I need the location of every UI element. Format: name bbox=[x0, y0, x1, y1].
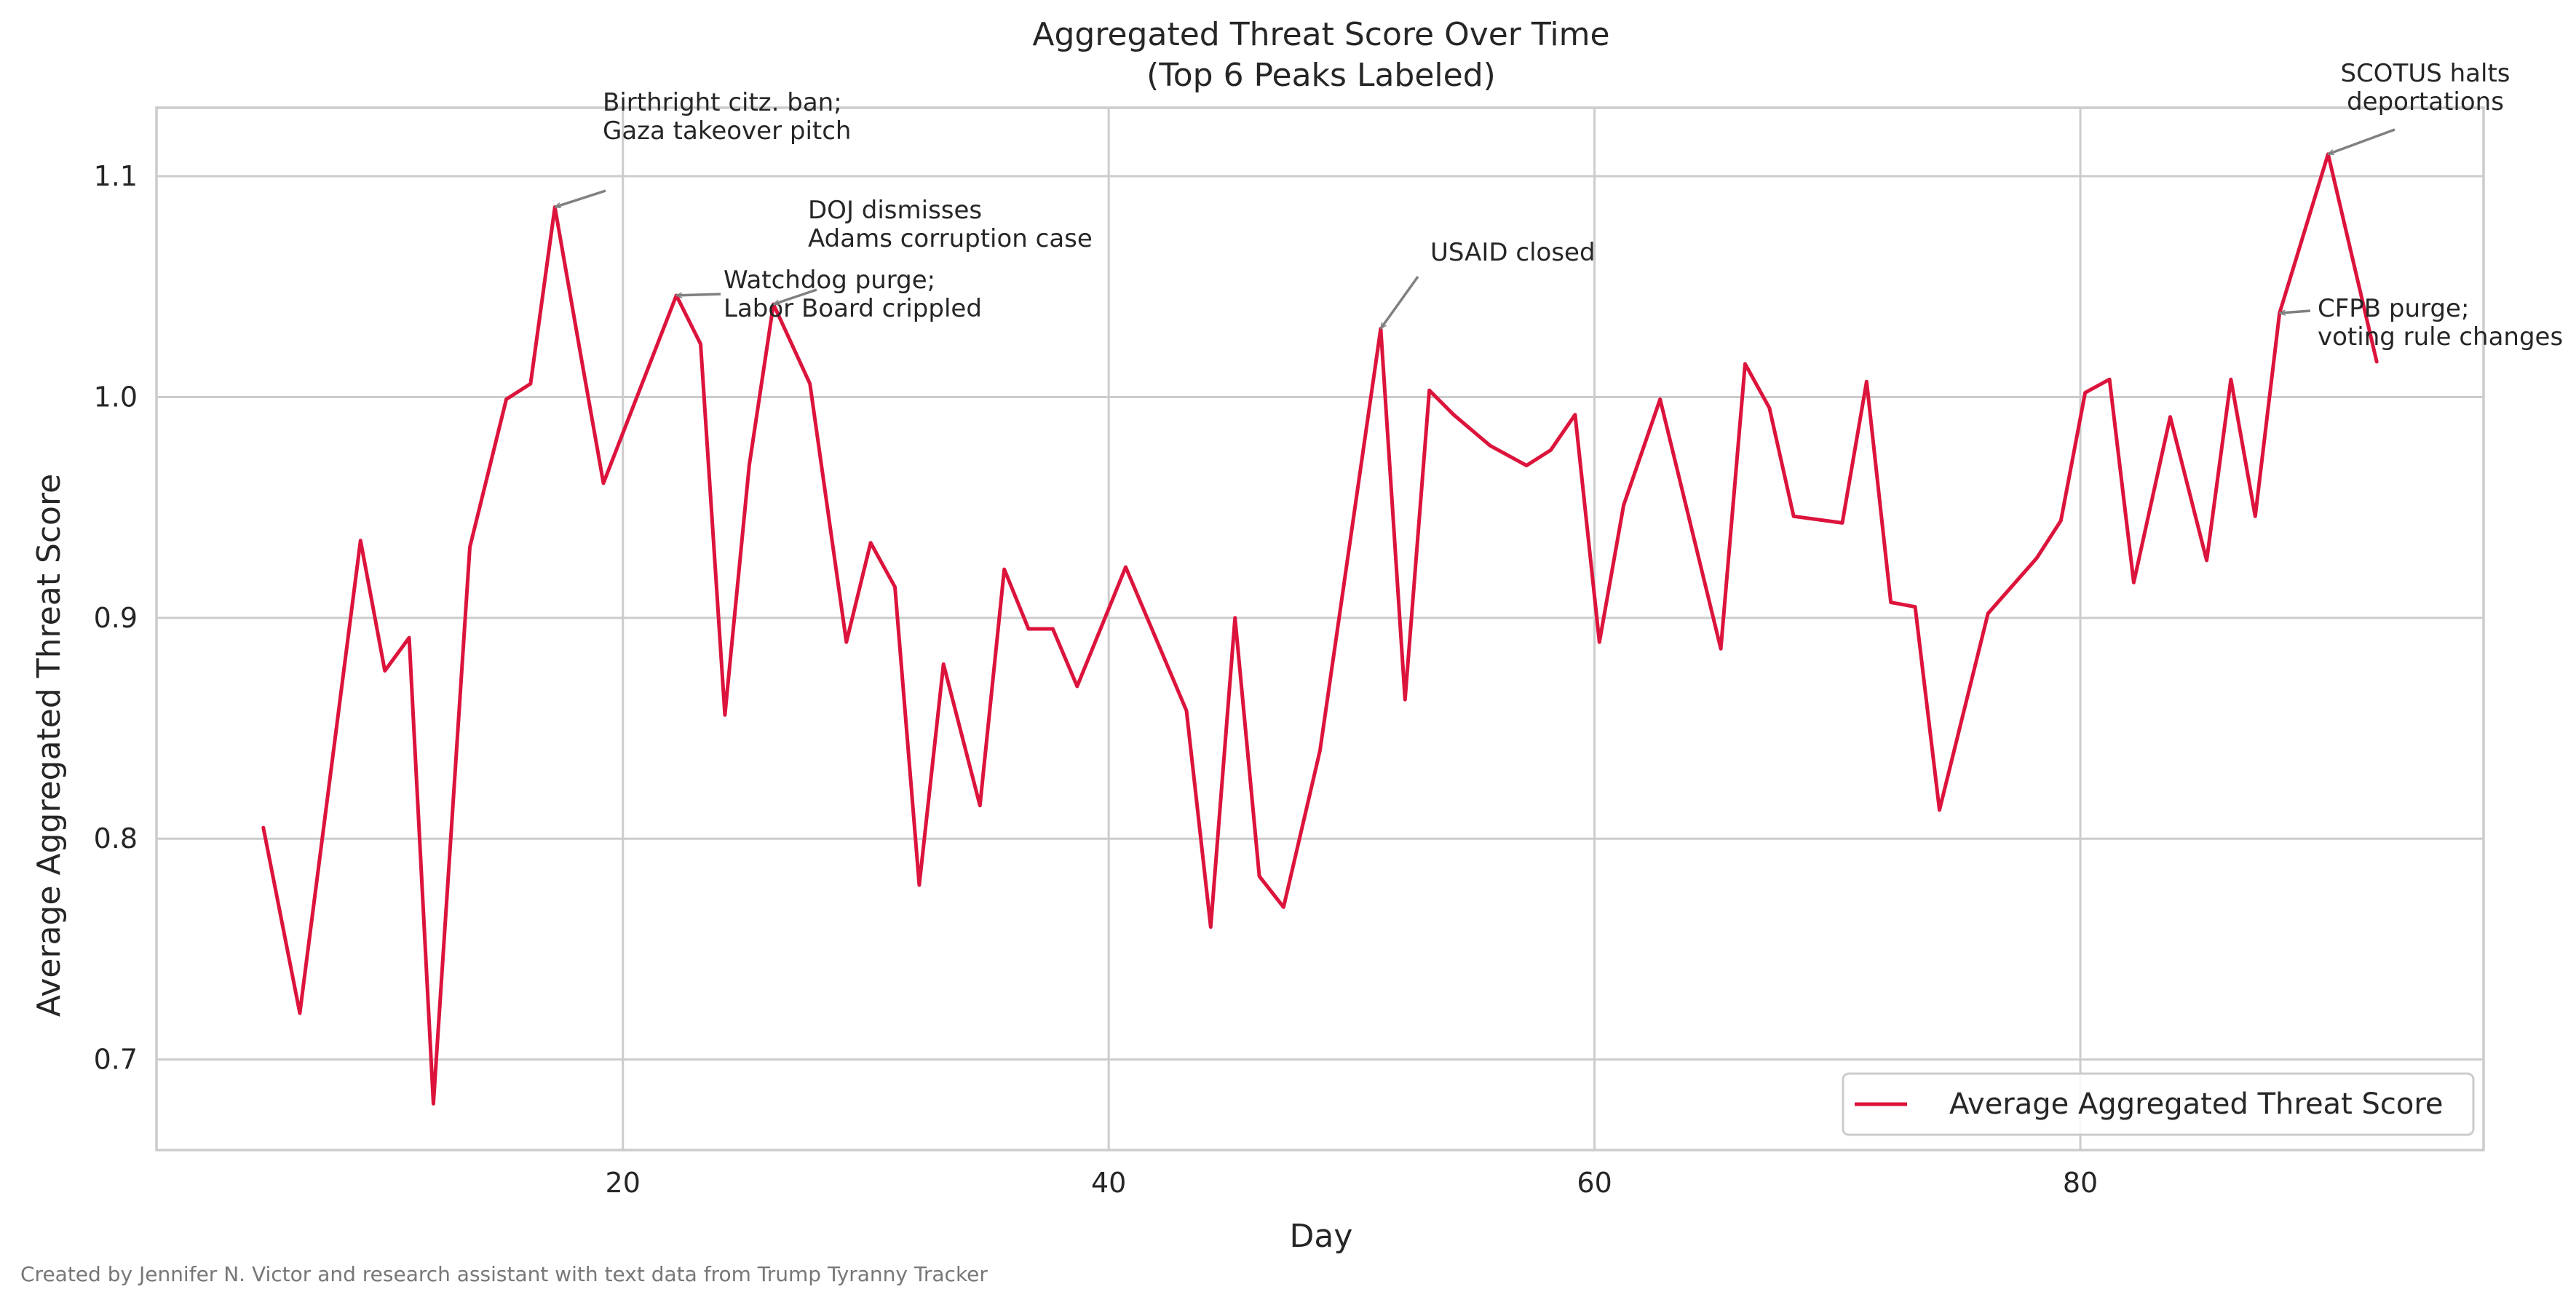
plot-frame bbox=[155, 106, 2485, 1152]
series-line bbox=[261, 152, 2379, 1106]
annotation-arrow bbox=[555, 189, 606, 209]
legend-box bbox=[1842, 1072, 2475, 1136]
y-axis-label: Average Aggregated Threat Score bbox=[31, 474, 68, 1017]
annotation-text: voting rule changes bbox=[2318, 322, 2563, 352]
annotation-text: SCOTUS halts bbox=[2340, 59, 2510, 88]
annotation-text: Adams corruption case bbox=[808, 224, 1093, 253]
annotation-text: Watchdog purge; bbox=[724, 266, 935, 295]
y-tick-label: 0.9 bbox=[94, 602, 138, 634]
annotation-text: deportations bbox=[2347, 87, 2504, 116]
annotation-arrow bbox=[2328, 128, 2395, 156]
grid-lines bbox=[156, 108, 2484, 1150]
annotation-text: DOJ dismisses bbox=[808, 196, 982, 225]
annotation-text: Gaza takeover pitch bbox=[603, 116, 851, 146]
x-tick-label: 60 bbox=[1577, 1167, 1612, 1199]
legend-label: Average Aggregated Threat Score bbox=[1949, 1087, 2444, 1121]
credit-caption: Created by Jennifer N. Victor and resear… bbox=[20, 1262, 988, 1286]
x-tick-label: 20 bbox=[606, 1167, 641, 1199]
x-tick-label: 80 bbox=[2063, 1167, 2098, 1199]
annotation-arrow bbox=[2280, 309, 2311, 313]
y-tick-label: 1.1 bbox=[94, 160, 138, 192]
chart-title-line2: (Top 6 Peaks Labeled) bbox=[1146, 57, 1496, 94]
legend: Average Aggregated Threat Score bbox=[1842, 1072, 2475, 1136]
annotation-text: CFPB purge; bbox=[2318, 294, 2469, 323]
y-tick-label: 0.8 bbox=[94, 823, 138, 855]
annotation-text: USAID closed bbox=[1430, 238, 1596, 267]
annotations: Birthright citz. ban;Gaza takeover pitch… bbox=[555, 59, 2563, 352]
y-tick-label: 1.0 bbox=[94, 381, 138, 413]
x-tick-label: 40 bbox=[1091, 1167, 1126, 1199]
annotation-arrow bbox=[676, 294, 721, 296]
chart-title-line1: Aggregated Threat Score Over Time bbox=[1032, 16, 1609, 53]
axes: 20 40 60 80 0.7 0.8 0.9 1.0 1.1 bbox=[94, 106, 2485, 1199]
y-tick-label: 0.7 bbox=[94, 1044, 138, 1076]
annotation-text: Labor Board crippled bbox=[724, 294, 982, 323]
annotation-text: Birthright citz. ban; bbox=[603, 88, 842, 117]
x-axis-label: Day bbox=[1290, 1218, 1353, 1255]
annotation-arrow bbox=[1379, 275, 1419, 328]
annotation-arrow bbox=[774, 288, 817, 306]
series-layer bbox=[261, 152, 2379, 1106]
